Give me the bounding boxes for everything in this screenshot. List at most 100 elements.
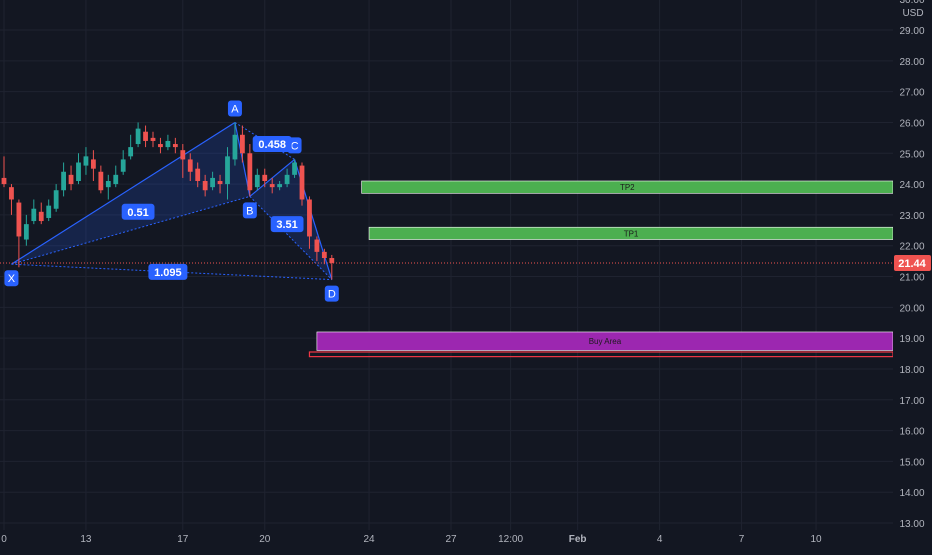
candle-body — [31, 208, 37, 222]
time-tick-label: 12:00 — [498, 534, 523, 545]
candle-body — [150, 137, 156, 141]
candle-body — [38, 211, 44, 222]
price-tick-label: 25.00 — [899, 149, 924, 160]
time-tick-label: 0 — [1, 534, 7, 545]
candle-body — [277, 184, 283, 188]
time-tick-label: 10 — [810, 534, 822, 545]
last-price-value: 21.44 — [898, 258, 926, 270]
time-axis-labels: 0 13 17 20 24 27 12:00 Feb 4 7 10 — [1, 534, 822, 545]
pattern-point-label: C — [291, 140, 299, 152]
price-tick-label: 17.00 — [899, 396, 924, 407]
candle-body — [143, 131, 148, 141]
candle-body — [321, 251, 327, 259]
zone-label: TP1 — [624, 229, 639, 238]
price-axis-labels: 13.00 14.00 15.00 16.00 17.00 18.00 19.00 20.00… — [899, 0, 924, 530]
pattern-point-a-badge — [227, 100, 242, 117]
pattern-ratio-label: 1.095 — [154, 267, 182, 279]
candle-body — [307, 199, 312, 237]
price-tick-label: 19.00 — [899, 334, 924, 345]
candle-body — [83, 156, 89, 166]
candle-body — [195, 168, 201, 181]
candle-body — [120, 159, 126, 172]
candle-body — [135, 128, 141, 145]
last-price-badge: 21.44 — [894, 254, 931, 271]
candles — [1, 122, 335, 280]
candle-body — [299, 165, 305, 200]
candle-body — [292, 162, 297, 175]
candle-body — [76, 162, 81, 181]
pattern-ratio-line — [249, 196, 333, 280]
pattern-ratio-label: 3.51 — [276, 219, 297, 231]
price-tick-label: 22.00 — [899, 242, 924, 253]
candle-body — [314, 239, 320, 252]
candle-body — [61, 171, 66, 191]
pattern-ratio-badge — [121, 203, 155, 220]
time-tick-label: 17 — [177, 534, 189, 545]
pattern-ratio-label: 0.51 — [127, 207, 148, 219]
price-tick-label: 16.00 — [899, 427, 924, 438]
price-tick-label: 24.00 — [899, 180, 924, 191]
candle-body — [172, 144, 178, 148]
candle-body — [262, 174, 268, 181]
candle-body — [9, 187, 14, 200]
pattern-ratio-badge — [270, 216, 304, 233]
candle-body — [254, 174, 260, 188]
time-axis[interactable] — [0, 530, 932, 550]
candle-body — [98, 171, 104, 191]
candle-body — [105, 181, 111, 188]
price-tick-label: 30.00 — [899, 0, 924, 6]
currency-label[interactable]: USD — [902, 8, 923, 19]
pattern-ratio-label: 0.458 — [258, 139, 286, 151]
candle-body — [240, 134, 245, 154]
candle-body — [1, 177, 7, 185]
pattern-leg — [11, 121, 236, 265]
pattern-point-label: A — [231, 103, 239, 115]
zone-label: Buy Area — [589, 337, 622, 346]
candle-body — [180, 150, 186, 160]
candle-body — [329, 258, 335, 263]
price-tick-label: 28.00 — [899, 57, 924, 68]
time-tick-label: 20 — [259, 534, 271, 545]
price-tick-label: 23.00 — [899, 211, 924, 222]
pattern-labels: X A B C D 0.51 0.458 3.51 1.095 — [4, 100, 339, 302]
candle-body — [217, 181, 223, 185]
candle-body — [68, 174, 74, 185]
price-axis[interactable] — [893, 0, 932, 550]
price-tick-label: 20.00 — [899, 303, 924, 314]
pattern-point-d-badge — [324, 285, 339, 302]
candle-body — [202, 181, 208, 191]
candle-body — [187, 159, 193, 172]
price-tick-label: 14.00 — [899, 488, 924, 499]
price-tick-label: 21.00 — [899, 273, 924, 284]
pattern-ratio-badge — [252, 136, 292, 153]
pattern-point-label: D — [328, 289, 336, 301]
pattern-point-label: X — [8, 273, 16, 285]
candle-body — [165, 140, 171, 148]
pattern-point-b-badge — [242, 202, 257, 219]
price-tick-label: 27.00 — [899, 88, 924, 99]
candle-body — [247, 153, 253, 191]
candle-body — [225, 156, 230, 185]
pattern-point-label: B — [246, 205, 253, 217]
candle-body — [23, 224, 29, 240]
price-tick-label: 29.00 — [899, 26, 924, 37]
candle-body — [16, 202, 22, 237]
time-tick-label: 13 — [80, 534, 92, 545]
price-tick-label: 13.00 — [899, 519, 924, 530]
time-tick-label: 24 — [363, 534, 375, 545]
candle-body — [53, 190, 59, 209]
pattern-ratio-line — [11, 195, 250, 265]
price-tick-label: 18.00 — [899, 365, 924, 376]
candle-body — [210, 177, 215, 188]
price-tick-label: 26.00 — [899, 118, 924, 129]
time-tick-label: 4 — [657, 534, 663, 545]
zone-label: TP2 — [620, 183, 635, 192]
time-tick-label: 7 — [739, 534, 745, 545]
candle-body — [46, 205, 52, 218]
price-tick-label: 15.00 — [899, 457, 924, 468]
candle-body — [232, 134, 238, 160]
pattern-ratio-badge — [148, 263, 188, 280]
